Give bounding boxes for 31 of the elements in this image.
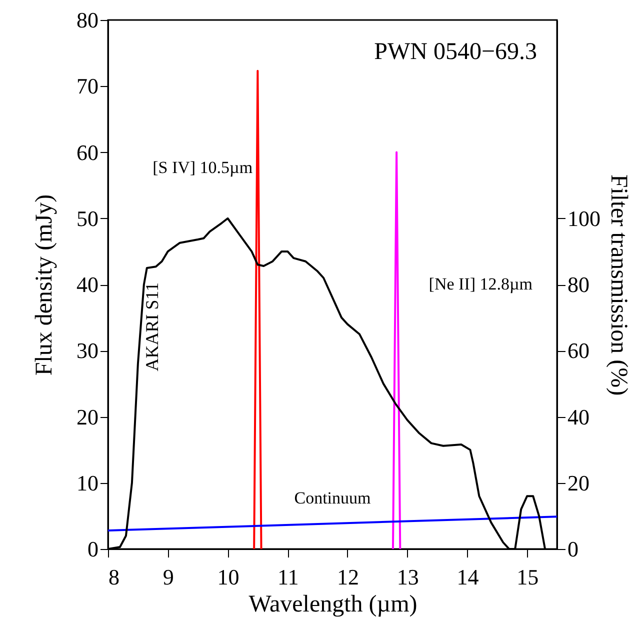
y2-tick-label: 20 xyxy=(568,470,590,496)
series-label: [S IV] 10.5µm xyxy=(152,158,253,178)
y-tick-label: 0 xyxy=(88,536,98,562)
y2-tick-label: 40 xyxy=(568,404,590,430)
y-tick-label: 50 xyxy=(76,206,98,231)
y-tick-label: 70 xyxy=(76,74,98,99)
y2-tick-label: 80 xyxy=(568,272,590,297)
x-tick-label: 15 xyxy=(516,564,539,590)
x-tick-label: 11 xyxy=(278,564,299,590)
y-tick-label: 10 xyxy=(76,470,98,496)
series-label: [Ne II] 12.8µm xyxy=(428,274,533,294)
y-tick-label: 30 xyxy=(76,338,98,364)
y-axis-title: Flux density (mJy) xyxy=(32,194,58,376)
y2-tick-label: 60 xyxy=(568,338,590,364)
x-axis-title: Wavelength (µm) xyxy=(248,592,418,618)
x-tick-label: 10 xyxy=(217,564,240,590)
y-tick-label: 60 xyxy=(76,140,98,165)
y-tick-label: 40 xyxy=(76,272,98,297)
x-tick-label: 14 xyxy=(456,564,479,590)
x-tick-label: 9 xyxy=(162,564,174,590)
x-tick-label: 8 xyxy=(108,564,120,590)
y2-tick-label: 0 xyxy=(568,536,578,562)
y2-tick-label: 100 xyxy=(568,206,600,231)
y-tick-label: 80 xyxy=(76,8,98,32)
x-tick-label: 13 xyxy=(396,564,419,590)
annotation: PWN 0540−69.3 xyxy=(374,39,537,65)
series-label: Continuum xyxy=(294,488,371,508)
y2-axis-title: Filter transmission (%) xyxy=(606,174,632,396)
text: AKARI S11 xyxy=(142,282,162,372)
x-tick-label: 12 xyxy=(336,564,359,590)
y-tick-label: 20 xyxy=(76,404,98,430)
